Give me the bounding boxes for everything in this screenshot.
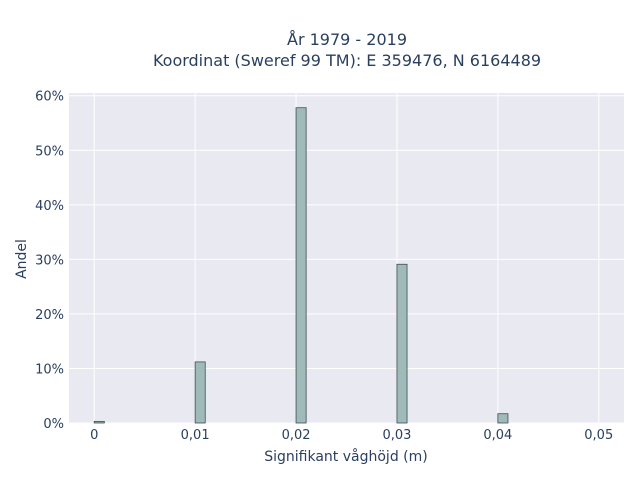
- y-axis-title: Andel: [14, 239, 30, 279]
- y-tick-label-6: 60%: [35, 90, 64, 105]
- bar-1: [194, 361, 206, 424]
- grid-lines: [69, 93, 624, 424]
- y-tick-label-4: 40%: [35, 199, 64, 214]
- y-tick-label-5: 50%: [35, 144, 64, 159]
- y-tick-label-0: 0%: [43, 417, 64, 432]
- y-tick-label-2: 20%: [35, 308, 64, 323]
- x-tick-label-4: 0,04: [483, 428, 512, 443]
- y-tick-labels: 0% 10% 20% 30% 40% 50% 60%: [35, 90, 64, 432]
- chart-title-line-1: År 1979 - 2019: [287, 30, 407, 49]
- x-tick-label-5: 0,05: [584, 428, 613, 443]
- y-tick-label-1: 10%: [35, 362, 64, 377]
- bars: [93, 107, 509, 424]
- bar-4: [497, 413, 509, 424]
- x-axis-title: Signifikant våghöjd (m): [264, 448, 427, 465]
- x-tick-labels: 0 0,01 0,02 0,03 0,04 0,05: [90, 428, 613, 443]
- x-tick-label-3: 0,03: [382, 428, 411, 443]
- plot-area: [69, 93, 624, 423]
- chart-title-line-2: Koordinat (Sweref 99 TM): E 359476, N 61…: [153, 51, 541, 70]
- x-tick-label-0: 0: [90, 428, 98, 443]
- y-tick-label-3: 30%: [35, 253, 64, 268]
- x-tick-label-1: 0,01: [181, 428, 210, 443]
- x-tick-label-2: 0,02: [282, 428, 311, 443]
- bar-3: [396, 263, 408, 424]
- bar-0: [93, 420, 105, 424]
- bar-2: [295, 107, 307, 424]
